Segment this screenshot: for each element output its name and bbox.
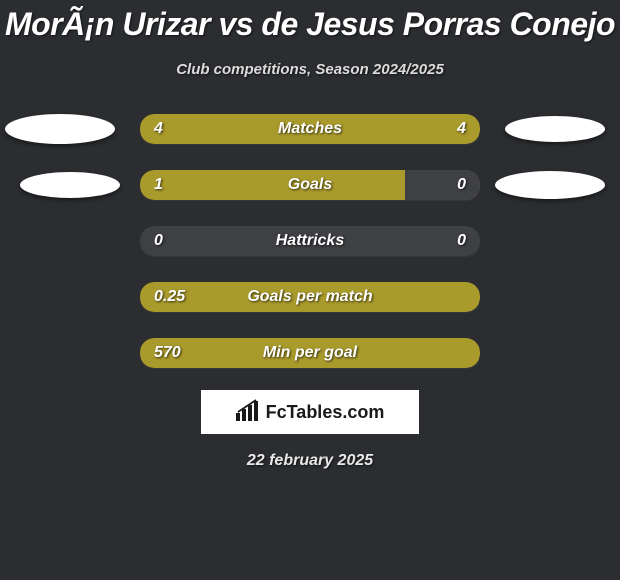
stat-bar: Matches44 xyxy=(140,114,480,144)
right-ellipse xyxy=(495,171,605,199)
stat-bar: Hattricks00 xyxy=(140,226,480,256)
chart-icon xyxy=(236,399,262,426)
right-ellipse xyxy=(505,116,605,142)
bar-bg xyxy=(140,338,480,368)
bar-track xyxy=(140,338,480,368)
stat-bar: Goals10 xyxy=(140,170,480,200)
date-label: 22 february 2025 xyxy=(0,452,620,470)
bar-track xyxy=(140,226,480,256)
stat-bar: Goals per match0.25 xyxy=(140,282,480,312)
stat-row: Goals per match0.25 xyxy=(0,274,620,320)
bar-bg xyxy=(140,114,480,144)
stat-row: Matches44 xyxy=(0,106,620,152)
bar-bg xyxy=(140,226,480,256)
stat-row: Hattricks00 xyxy=(0,218,620,264)
stat-bar: Min per goal570 xyxy=(140,338,480,368)
stats-container: Matches44 Goals10 Hattricks00 Goals per mat… xyxy=(0,106,620,376)
bar-bg xyxy=(140,282,480,312)
bar-track xyxy=(140,170,480,200)
left-ellipse xyxy=(5,114,115,144)
stat-row: Min per goal570 xyxy=(0,330,620,376)
page-subtitle: Club competitions, Season 2024/2025 xyxy=(0,61,620,78)
bar-fill-right xyxy=(405,170,480,200)
stat-row: Goals10 xyxy=(0,162,620,208)
branding-text: FcTables.com xyxy=(266,402,385,423)
bar-track xyxy=(140,114,480,144)
bar-track xyxy=(140,282,480,312)
branding-box: FcTables.com xyxy=(201,390,419,434)
left-ellipse xyxy=(20,172,120,198)
page-title: MorÃ¡n Urizar vs de Jesus Porras Conejo xyxy=(0,0,620,43)
